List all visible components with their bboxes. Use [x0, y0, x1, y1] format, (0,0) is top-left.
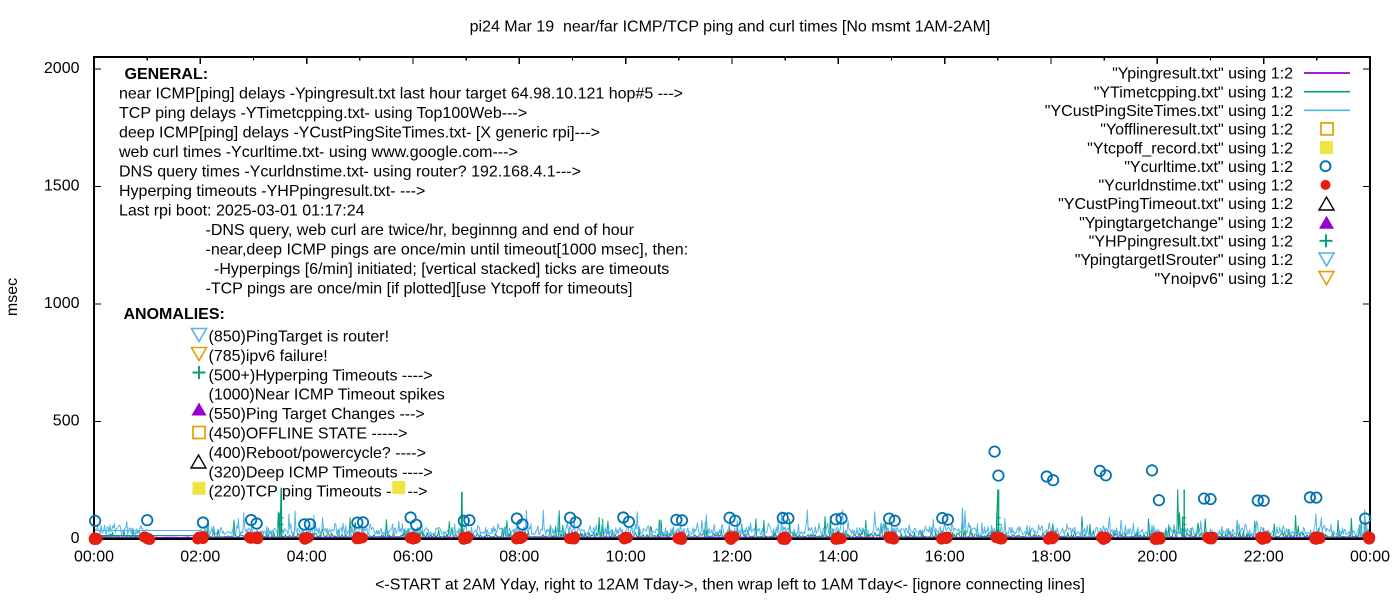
svg-text:(450)OFFLINE STATE ----->: (450)OFFLINE STATE ----->: [209, 426, 408, 443]
svg-text:-DNS query, web curl are twice: -DNS query, web curl are twice/hr, begin…: [206, 222, 635, 239]
svg-text:"Ypingresult.txt" using 1:2: "Ypingresult.txt" using 1:2: [1112, 66, 1293, 83]
svg-text:pi24 Mar 19 near/far ICMP/TCP: pi24 Mar 19 near/far ICMP/TCP ping and c…: [470, 19, 991, 36]
svg-text:10:00: 10:00: [606, 549, 646, 566]
svg-text:04:00: 04:00: [287, 549, 327, 566]
svg-text:deep ICMP[ping] delays -YCustP: deep ICMP[ping] delays -YCustPingSiteTim…: [119, 124, 600, 141]
svg-text:GENERAL:: GENERAL:: [125, 66, 209, 83]
svg-text:(500+)Hyperping Timeouts ---->: (500+)Hyperping Timeouts ---->: [209, 367, 433, 384]
svg-text:web curl times -Ycurltime.txt-: web curl times -Ycurltime.txt- using www…: [118, 144, 518, 161]
svg-text:18:00: 18:00: [1031, 549, 1071, 566]
svg-text:"YCustPingSiteTimes.txt" using: "YCustPingSiteTimes.txt" using 1:2: [1045, 103, 1293, 120]
svg-text:(400)Reboot/powercycle? ---->: (400)Reboot/powercycle? ---->: [209, 445, 426, 462]
svg-text:"YTimetcpping.txt" using 1:2: "YTimetcpping.txt" using 1:2: [1094, 84, 1293, 101]
svg-text:1500: 1500: [44, 177, 80, 194]
svg-text:"YpingtargetISrouter" using 1:: "YpingtargetISrouter" using 1:2: [1075, 252, 1293, 269]
svg-text:08:00: 08:00: [499, 549, 539, 566]
svg-text:1000: 1000: [44, 295, 80, 312]
svg-text:500: 500: [53, 412, 80, 429]
svg-text:-TCP pings are once/min [if pl: -TCP pings are once/min [if plotted][use…: [206, 280, 633, 297]
svg-text:2000: 2000: [44, 60, 80, 77]
svg-text:Hyperping timeouts -YHPpingres: Hyperping timeouts -YHPpingresult.txt- -…: [119, 183, 425, 200]
svg-text:0: 0: [71, 530, 80, 547]
svg-text:msec: msec: [4, 278, 21, 316]
svg-text:06:00: 06:00: [393, 549, 433, 566]
svg-text:(850)PingTarget is router!: (850)PingTarget is router!: [209, 329, 390, 346]
svg-text:ANOMALIES:: ANOMALIES:: [124, 306, 225, 323]
svg-text:14:00: 14:00: [818, 549, 858, 566]
svg-text:22:00: 22:00: [1244, 549, 1284, 566]
svg-text:"Ynoipv6" using 1:2: "Ynoipv6" using 1:2: [1154, 271, 1293, 288]
svg-text:DNS query times -Ycurldnstime.: DNS query times -Ycurldnstime.txt- using…: [119, 163, 581, 180]
svg-text:"YCustPingTimeout.txt" using 1: "YCustPingTimeout.txt" using 1:2: [1058, 196, 1293, 213]
svg-text:TCP ping delays -YTimetcpping.: TCP ping delays -YTimetcpping.txt- using…: [119, 105, 527, 122]
svg-text:"Ycurldnstime.txt" using 1:2: "Ycurldnstime.txt" using 1:2: [1098, 178, 1293, 195]
svg-text:(220)TCP ping Timeouts -: (220)TCP ping Timeouts -: [209, 484, 392, 501]
svg-text:(785)ipv6 failure!: (785)ipv6 failure!: [209, 348, 328, 365]
svg-text:"Ypingtargetchange" using 1:2: "Ypingtargetchange" using 1:2: [1079, 215, 1293, 232]
svg-text:-near,deep ICMP pings are once: -near,deep ICMP pings are once/min until…: [206, 241, 689, 258]
svg-text:"Ycurltime.txt" using 1:2: "Ycurltime.txt" using 1:2: [1124, 159, 1293, 176]
svg-text:00:00: 00:00: [1350, 549, 1390, 566]
svg-text:-Hyperpings [6/min] initiated;: -Hyperpings [6/min] initiated; [vertical…: [214, 261, 669, 278]
svg-text:near ICMP[ping] delays -Ypingr: near ICMP[ping] delays -Ypingresult.txt …: [119, 85, 683, 102]
svg-text:"YHPpingresult.txt" using 1:2: "YHPpingresult.txt" using 1:2: [1089, 234, 1293, 251]
svg-text:20:00: 20:00: [1137, 549, 1177, 566]
svg-text:<-START at 2AM Yday, right to: <-START at 2AM Yday, right to 12AM Tday-…: [375, 577, 1085, 594]
svg-text:"Ytcpoff_record.txt" using 1:2: "Ytcpoff_record.txt" using 1:2: [1087, 140, 1293, 157]
svg-text:"Yofflineresult.txt" using 1:2: "Yofflineresult.txt" using 1:2: [1100, 122, 1293, 139]
svg-text:(550)Ping Target Changes --->: (550)Ping Target Changes --->: [209, 406, 425, 423]
svg-text:12:00: 12:00: [712, 549, 752, 566]
svg-text:(1000)Near ICMP Timeout spikes: (1000)Near ICMP Timeout spikes: [209, 387, 445, 404]
svg-text:16:00: 16:00: [925, 549, 965, 566]
svg-text:(320)Deep ICMP Timeouts ---->: (320)Deep ICMP Timeouts ---->: [209, 464, 433, 481]
svg-text:00:00: 00:00: [74, 549, 114, 566]
svg-text:-->: -->: [408, 484, 428, 501]
svg-text:02:00: 02:00: [180, 549, 220, 566]
svg-text:Last rpi boot: 2025-03-01 01:1: Last rpi boot: 2025-03-01 01:17:24: [119, 202, 365, 219]
